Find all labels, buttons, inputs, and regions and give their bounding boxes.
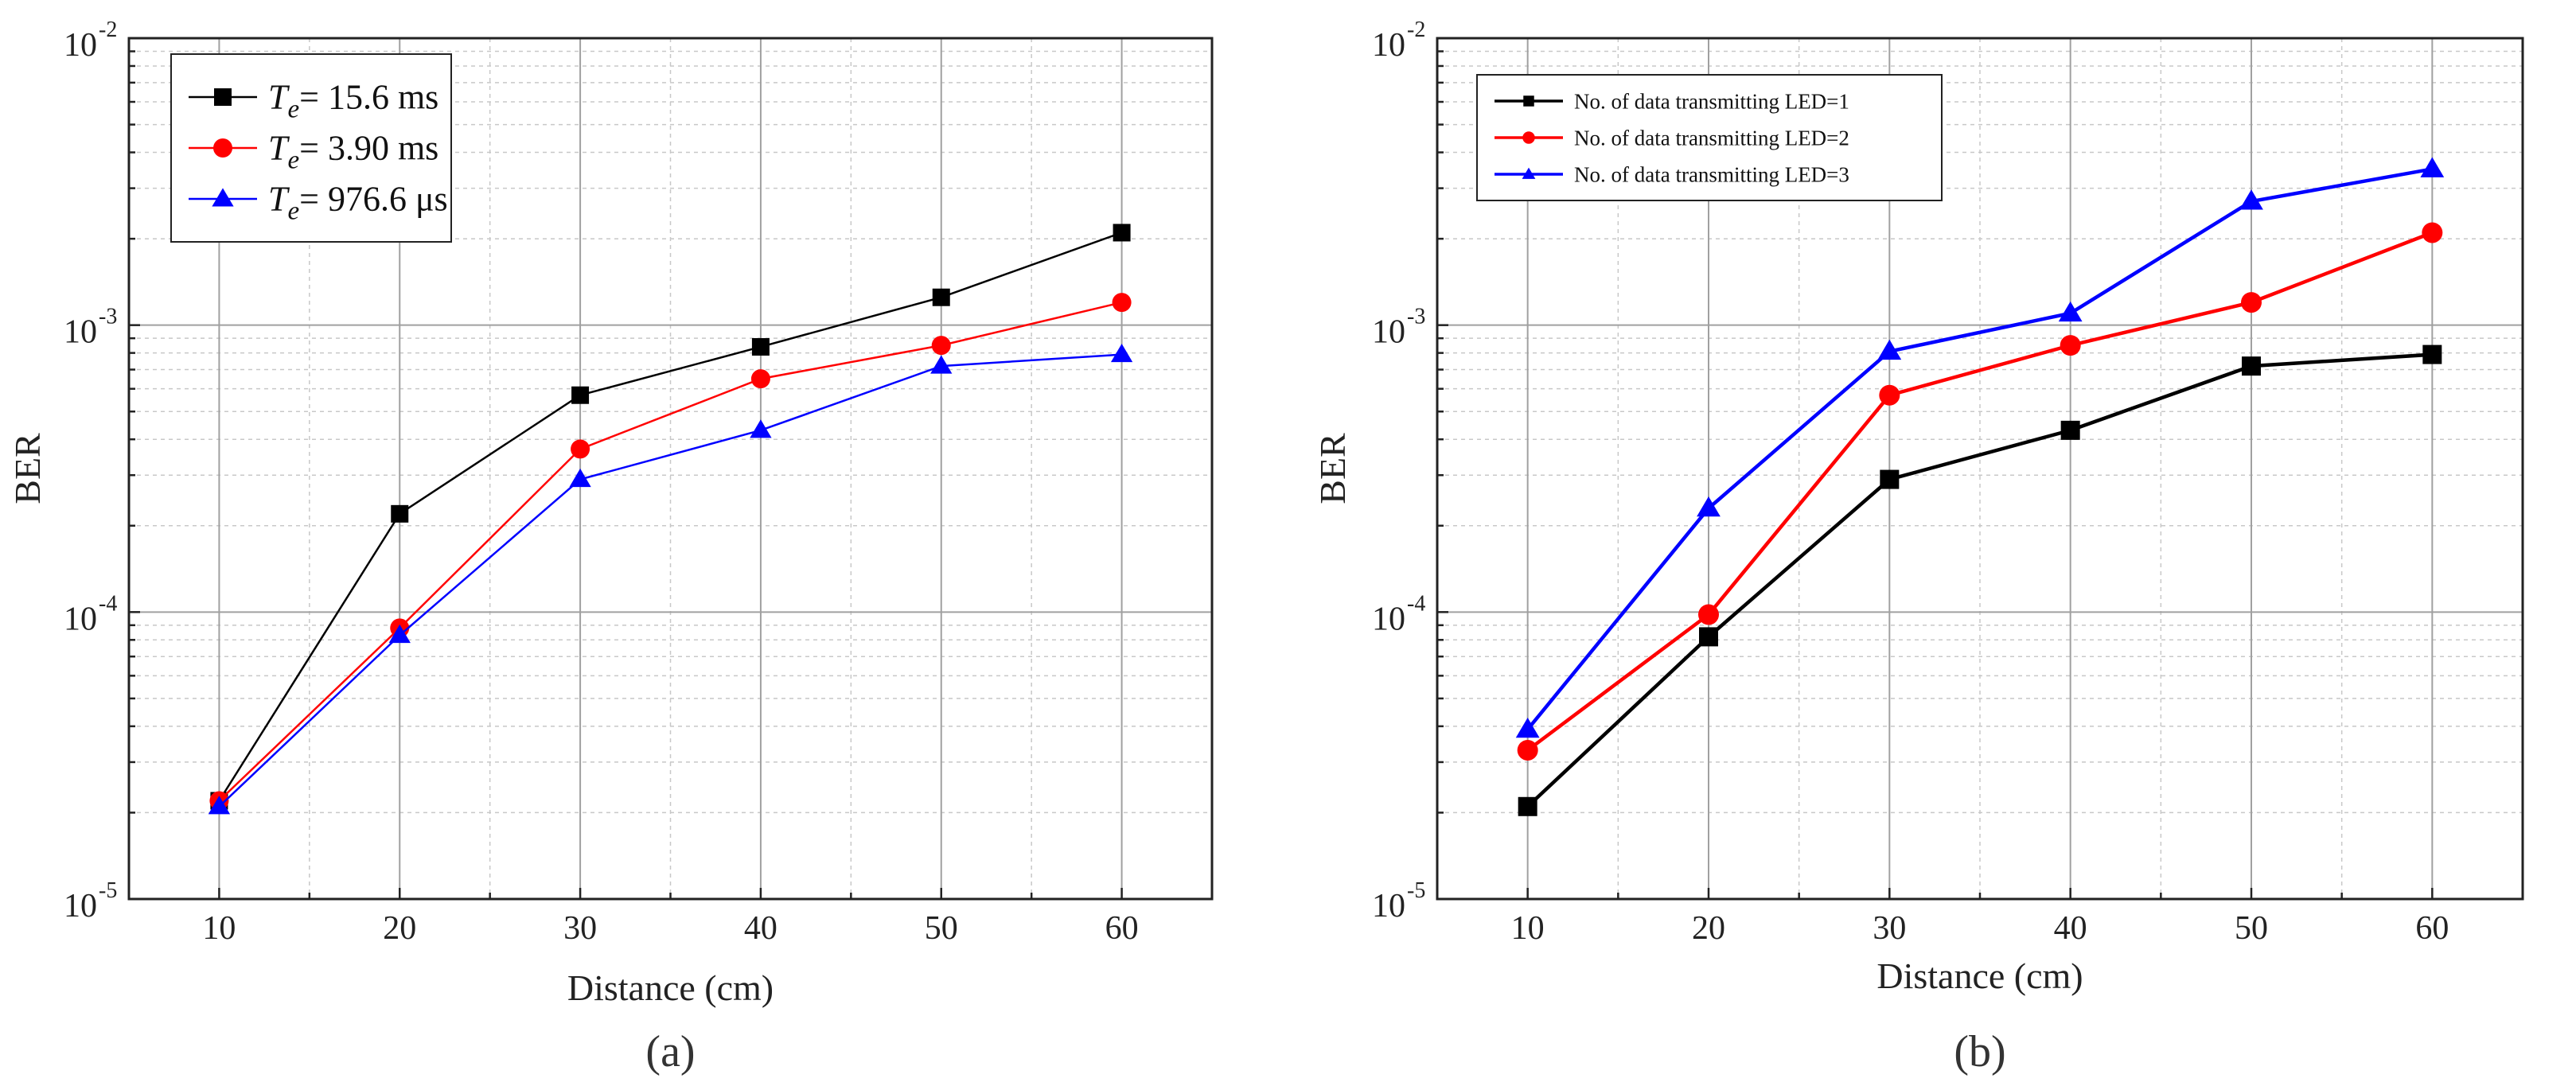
y-tick-exponent: -3	[99, 305, 117, 329]
legend-marker	[213, 138, 232, 158]
data-point	[2242, 356, 2261, 376]
x-axis-title: Distance (cm)	[567, 967, 774, 1008]
x-tick-label: 20	[383, 910, 416, 947]
legend-marker	[214, 88, 232, 106]
series-line	[218, 353, 1122, 808]
data-point	[1877, 339, 1902, 360]
series-3	[1515, 157, 2445, 738]
data-point	[1515, 717, 1540, 738]
x-tick-label: 50	[2235, 910, 2268, 947]
legend-label: Te= 3.90 ms	[268, 129, 438, 175]
series-line	[1526, 352, 2433, 808]
y-axis-title: BER	[1312, 433, 1353, 504]
data-point	[1110, 343, 1133, 363]
y-axis-title: BER	[7, 433, 48, 504]
y-tick-label: 10	[1372, 601, 1405, 637]
data-point	[1112, 293, 1132, 313]
y-tick-label: 10	[64, 27, 97, 64]
legend-marker	[1522, 131, 1535, 144]
series-1	[210, 224, 1131, 810]
data-point	[388, 624, 411, 644]
y-tick-label: 10	[64, 601, 97, 637]
legend-marker	[1522, 167, 1536, 179]
series-2	[1517, 222, 2443, 761]
data-point	[2060, 420, 2080, 440]
data-point	[2241, 292, 2262, 313]
data-point	[1699, 627, 1718, 647]
data-point	[1880, 469, 1900, 489]
x-tick-label: 40	[744, 910, 777, 947]
data-point	[571, 386, 590, 404]
x-tick-label: 60	[1105, 910, 1139, 947]
data-point	[2422, 222, 2443, 243]
x-tick-label: 30	[563, 910, 597, 947]
legend-marker	[212, 188, 234, 207]
data-point	[931, 336, 951, 356]
data-point	[2239, 189, 2263, 210]
data-point	[750, 419, 772, 438]
data-point	[1879, 384, 1900, 406]
data-point	[751, 337, 770, 356]
data-point	[391, 504, 409, 523]
ticks	[129, 50, 1123, 899]
y-tick-exponent: -3	[1407, 305, 1425, 329]
data-point	[1113, 224, 1131, 242]
y-tick-exponent: -4	[99, 591, 117, 616]
data-point	[750, 369, 770, 389]
series-line	[1526, 231, 2434, 752]
x-axis-title: Distance (cm)	[1876, 956, 2083, 996]
legend-label: No. of data transmitting LED=1	[1574, 89, 1849, 113]
y-tick-exponent: -2	[1407, 18, 1425, 42]
panel-label: (b)	[1954, 1027, 2005, 1076]
legend-label: Te= 976.6 μs	[268, 180, 448, 226]
data-point	[208, 796, 231, 815]
panel-label: (a)	[645, 1027, 695, 1076]
data-point	[2420, 157, 2445, 177]
y-tick-label: 10	[1372, 314, 1405, 351]
series-line	[218, 232, 1123, 802]
legend-label: No. of data transmitting LED=2	[1574, 126, 1849, 150]
y-tick-exponent: -5	[99, 878, 117, 903]
x-tick-label: 10	[1511, 910, 1545, 947]
y-tick-exponent: -2	[99, 18, 117, 42]
data-point	[2058, 301, 2083, 322]
data-point	[1517, 739, 1538, 761]
y-tick-label: 10	[64, 314, 97, 351]
ticks	[1437, 50, 2434, 899]
grid	[129, 38, 1212, 899]
x-tick-label: 20	[1692, 910, 1725, 947]
y-tick-exponent: -5	[1407, 878, 1425, 903]
legend-label: No. of data transmitting LED=3	[1574, 162, 1849, 186]
data-point	[1698, 604, 1719, 625]
series-3	[208, 343, 1133, 815]
legend-marker	[1523, 95, 1534, 107]
data-point	[2060, 335, 2081, 356]
data-point	[2422, 344, 2442, 364]
series-line	[1526, 167, 2433, 731]
y-tick-label: 10	[64, 888, 97, 924]
x-tick-label: 30	[1873, 910, 1906, 947]
x-tick-label: 60	[2415, 910, 2449, 947]
data-point	[571, 439, 590, 459]
data-point	[1518, 796, 1537, 816]
y-tick-label: 10	[1372, 27, 1405, 64]
legend: No. of data transmitting LED=1 No. of dat…	[1476, 74, 1943, 201]
x-tick-label: 40	[2054, 910, 2087, 947]
data-point	[1697, 496, 1721, 517]
y-tick-exponent: -4	[1407, 591, 1425, 616]
legend: Te= 15.6 ms Te= 3.90 ms Te= 976.6 μs	[170, 53, 452, 243]
x-tick-label: 10	[202, 910, 236, 947]
legend-label: Te= 15.6 ms	[268, 78, 438, 124]
y-tick-label: 10	[1372, 888, 1405, 924]
x-tick-label: 50	[925, 910, 958, 947]
series-line	[218, 301, 1122, 802]
data-point	[569, 468, 591, 488]
data-point	[932, 288, 950, 306]
data-point	[930, 355, 953, 374]
grid	[1437, 38, 2523, 899]
series-1	[1518, 344, 2442, 816]
